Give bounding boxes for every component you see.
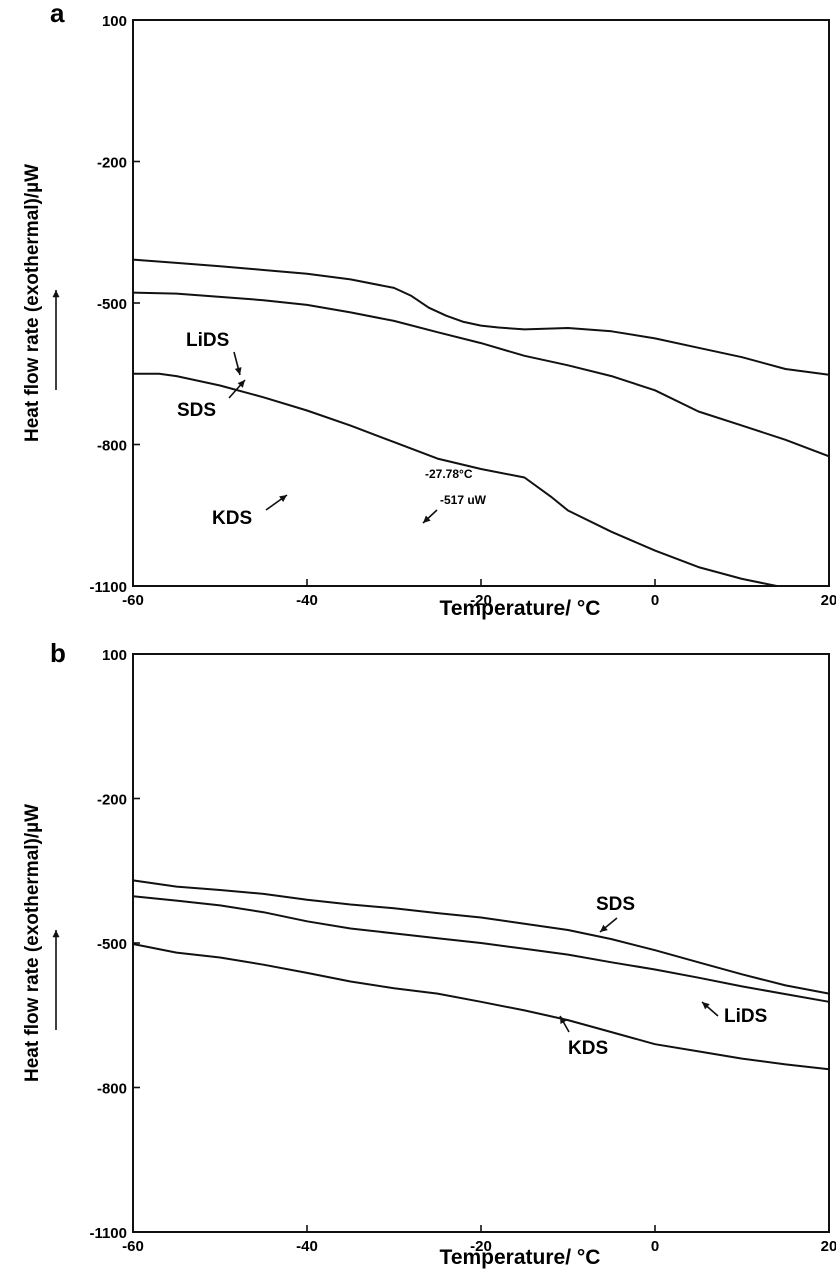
panel-a-lids-pointer-arrow: [233, 351, 242, 376]
panel-a-letter: a: [50, 0, 65, 28]
panel-b-lids-pointer-arrow: [701, 1001, 719, 1017]
panel-a-sds-pointer-arrow: [228, 379, 246, 399]
panel-b-label-kds: KDS: [568, 1038, 608, 1059]
panel-a-x-tick-label: -40: [296, 592, 318, 609]
panel-b-label-lids: LiDS: [724, 1006, 767, 1027]
panel-b-series-sds-line: [132, 879, 830, 995]
panel-a-label-lids: LiDS: [186, 330, 229, 351]
panel-b-x-tick-label: 20: [821, 1238, 836, 1255]
panel-a-kds-pointer-arrow: [265, 494, 288, 511]
panel-b-y-tick-label: -1100: [89, 1225, 127, 1242]
panel-a-series-kds-line: [133, 372, 777, 587]
panel-b-y-tick-label: -800: [97, 1081, 127, 1098]
panel-b-y-axis-label: Heat flow rate (exothermal)/µW: [22, 804, 43, 1082]
panel-a-y-tick-label: 100: [102, 13, 127, 30]
panel-a-y-tick-label: -500: [97, 296, 127, 313]
panel-a-annotation-pointer-arrow: [422, 509, 438, 524]
panel-b-chart: b 100-200-500-800-1100 -60 -40 -20 0 20 Heat…: [22, 638, 836, 1269]
panel-b-letter: b: [50, 638, 66, 668]
panel-b-series-kds-line: [132, 943, 830, 1071]
panel-b-y-axis: 100 -200 -500 -800 -1100: [89, 647, 140, 1242]
panel-a-y-axis-label: Heat flow rate (exothermal)/µW: [22, 164, 43, 442]
panel-a-y-tick-label: -1100: [89, 579, 127, 596]
panel-b-series-lids-line: [132, 895, 830, 1003]
panel-a-x-tick-label: 20: [821, 592, 836, 609]
panel-a-x-axis-label: Temperature/ °C: [440, 597, 601, 620]
panel-b-x-tick-label: -60: [122, 1238, 144, 1255]
panel-b-x-axis-label: Temperature/ °C: [440, 1246, 601, 1269]
panel-a-chart: a 100-200-500-800-1100 -60 -40 -20 0 20 Heat…: [22, 0, 836, 620]
panel-b-x-axis: -60 -40 -20 0 20: [122, 1225, 836, 1255]
panel-a-y-axis: 100 -200 -500 -800 -1100: [89, 13, 140, 596]
panel-a-annotation-temperature: -27.78°C: [425, 467, 473, 481]
panel-b-series-lines: [132, 879, 830, 1071]
panel-a-y-tick-label: -800: [97, 438, 127, 455]
panel-a-x-tick-label: -60: [122, 592, 144, 609]
panel-b-x-tick-label: 0: [651, 1238, 659, 1255]
panel-b-kds-pointer-arrow: [559, 1015, 570, 1033]
panel-a-x-axis: -60 -40 -20 0 20: [122, 579, 836, 609]
panel-a-series-lines: [132, 258, 830, 587]
panel-a-x-tick-label: 0: [651, 592, 659, 609]
panel-a-label-sds: SDS: [177, 400, 216, 421]
panel-a-annotation-heatflow: -517 uW: [440, 493, 487, 507]
panel-b-sds-pointer-arrow: [599, 917, 618, 933]
panel-a-series-lids-line: [132, 258, 830, 376]
panel-a-label-kds: KDS: [212, 508, 252, 529]
panel-b-x-tick-label: -40: [296, 1238, 318, 1255]
panel-b-exothermal-arrow: [52, 930, 60, 1030]
panel-a-series-sds-line: [132, 291, 830, 458]
panel-a-x-tick-label: -20: [470, 592, 492, 609]
panel-b-label-sds: SDS: [596, 894, 635, 915]
panel-a-y-tick-label: -200: [97, 155, 127, 172]
panel-b-y-tick-label: -500: [97, 936, 127, 953]
panel-b-x-tick-label: -20: [470, 1238, 492, 1255]
panel-a-exothermal-arrow: [52, 290, 60, 390]
panel-b-y-tick-label: 100: [102, 647, 127, 664]
panel-b-y-tick-label: -200: [97, 792, 127, 809]
